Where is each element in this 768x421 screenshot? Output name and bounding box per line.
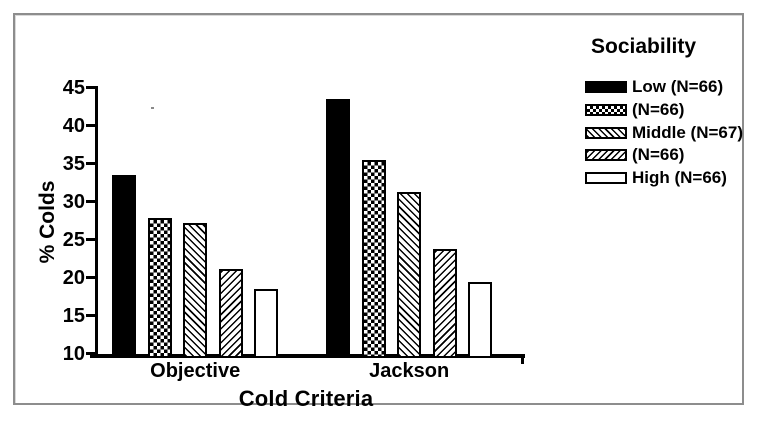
y-tick-label: 25 [62,229,85,251]
legend-item: High (N=66) [585,168,727,187]
legend-item: (N=66) [585,99,685,119]
y-tick [86,200,95,203]
bar [468,281,493,358]
y-tick-label: 30 [62,191,85,213]
y-tick-label: 35 [62,153,85,175]
bar [254,289,279,358]
y-tick [86,162,95,165]
legend-item: Middle (N=67) [585,122,743,142]
legend-label: (N=66) [632,99,685,119]
bar [361,160,386,358]
y-tick [86,352,95,355]
legend-label: Low (N=66) [632,77,724,96]
legend-swatch-open [585,172,627,184]
legend-label: Middle (N=67) [632,122,743,142]
y-tick-label: 45 [62,77,85,99]
y-tick [86,276,95,279]
legend-label: (N=66) [632,145,685,165]
legend-swatch-hback [585,126,627,139]
category-label: Jackson [369,360,450,382]
bar [432,249,457,358]
y-axis-line [95,86,98,358]
legend-label: High (N=66) [632,168,727,187]
y-tick [86,124,95,127]
legend-swatch-checker [585,103,627,116]
y-axis-title: % Colds [36,180,59,264]
y-tick-label: 15 [62,305,85,327]
y-tick-label: 10 [62,343,85,365]
legend-swatch-hfwd [585,149,627,162]
legend-title: Sociability [591,35,697,58]
y-tick-label: 40 [62,115,85,137]
bar [218,268,243,358]
y-tick [86,314,95,317]
bar [397,192,422,358]
bar [147,217,172,358]
legend-swatch-solid [585,81,627,93]
category-label: Objective [150,360,241,382]
bar [326,98,350,358]
scan-speck [151,107,154,109]
bar [112,174,136,358]
legend-item: (N=66) [585,145,685,165]
legend-item: Low (N=66) [585,77,724,96]
y-tick-label: 20 [62,267,85,289]
x-axis-end-tick [521,358,524,364]
x-axis-line [90,354,525,358]
y-tick [86,86,95,89]
figure-frame: % Colds 45 40 35 30 25 20 15 10 Objective Jackso… [13,13,744,411]
y-tick [86,238,95,241]
x-axis-title: Cold Criteria [238,386,374,411]
bar [183,222,208,358]
